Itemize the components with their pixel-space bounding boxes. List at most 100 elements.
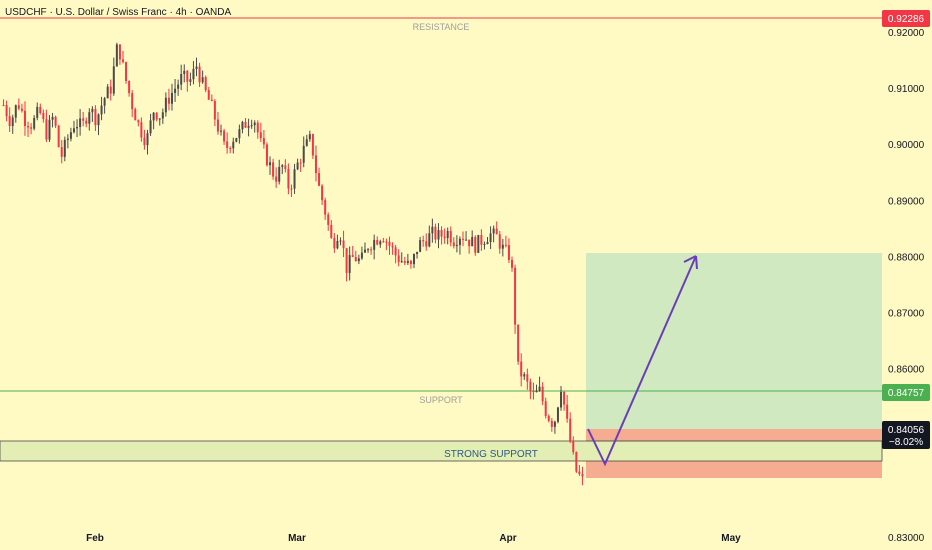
strong-support-label: STRONG SUPPORT — [444, 449, 538, 460]
candle-body — [171, 93, 173, 104]
current-change-text: −8.02% — [889, 437, 923, 448]
candle-body — [297, 163, 299, 170]
candle-body — [42, 113, 44, 119]
candle-body — [223, 131, 225, 142]
candle-body — [272, 162, 274, 176]
candle-body — [254, 123, 256, 126]
candle-body — [508, 245, 510, 260]
candle-body — [192, 69, 194, 79]
candle-body — [217, 120, 219, 132]
candle-body — [211, 100, 213, 101]
candle-body — [364, 250, 366, 253]
candle-body — [251, 125, 253, 126]
candle-body — [12, 118, 14, 126]
candle-body — [487, 242, 489, 244]
candle-body — [189, 79, 191, 82]
candle-body — [499, 234, 501, 248]
candle-body — [502, 245, 504, 249]
candle-body — [177, 85, 179, 89]
candle-body — [6, 105, 8, 116]
candle-body — [159, 118, 161, 119]
candle-body — [67, 139, 69, 140]
candle-body — [82, 118, 84, 120]
support-price-tag-text: 0.84757 — [888, 388, 925, 399]
candle-body — [85, 121, 87, 124]
candle-body — [370, 249, 372, 250]
candle-body — [137, 120, 139, 122]
candle-body — [208, 90, 210, 100]
candle-body — [91, 109, 93, 112]
candle-body — [186, 71, 188, 82]
candle-body — [545, 401, 547, 416]
price-tick-6: 0.86000 — [888, 365, 925, 376]
candle-body — [257, 123, 259, 133]
candle-body — [284, 165, 286, 169]
candle-body — [496, 229, 498, 235]
candle-body — [58, 126, 60, 147]
candle-body — [404, 261, 406, 263]
candle-body — [36, 107, 38, 118]
candle-body — [444, 237, 446, 238]
candle-body — [306, 139, 308, 146]
candle-body — [569, 419, 571, 442]
candle-body — [232, 142, 234, 149]
current-price-tag-text: 0.84056 — [888, 425, 925, 436]
candle-body — [196, 67, 198, 69]
candle-body — [343, 241, 345, 249]
candle-body — [536, 391, 538, 392]
candle-body — [456, 245, 458, 246]
price-tick-2: 0.90000 — [888, 140, 925, 151]
candle-body — [134, 109, 136, 120]
candle-body — [238, 129, 240, 138]
candle-body — [45, 119, 47, 140]
candle-body — [128, 81, 130, 93]
candle-body — [441, 230, 443, 237]
chart-title: USDCHF · U.S. Dollar / Swiss Franc · 4h … — [5, 7, 231, 18]
candle-body — [327, 215, 329, 225]
candle-body — [287, 169, 289, 188]
candle-body — [147, 133, 149, 145]
candle-body — [532, 391, 534, 392]
candle-body — [180, 74, 182, 85]
candle-body — [202, 77, 204, 82]
candle-body — [321, 186, 323, 200]
candle-body — [110, 87, 112, 94]
candle-body — [9, 116, 11, 126]
candle-body — [453, 242, 455, 246]
candle-body — [422, 240, 424, 241]
candle-body — [401, 261, 403, 262]
candle-body — [468, 240, 470, 247]
price-tick-5: 0.87000 — [888, 309, 925, 320]
price-tick-3: 0.89000 — [888, 196, 925, 207]
candle-body — [220, 131, 222, 132]
candle-body — [214, 101, 216, 120]
candle-body — [529, 382, 531, 391]
candle-body — [278, 167, 280, 182]
candle-body — [379, 241, 381, 244]
candle-body — [294, 169, 296, 188]
candle-body — [416, 252, 418, 254]
candle-body — [425, 241, 427, 246]
candle-body — [168, 98, 170, 104]
candle-body — [79, 118, 81, 127]
candle-body — [61, 147, 63, 157]
candle-body — [333, 238, 335, 248]
candle-body — [336, 241, 338, 248]
candle-body — [245, 122, 247, 128]
candle-body — [241, 122, 243, 129]
candle-body — [413, 254, 415, 264]
candle-body — [165, 98, 167, 113]
candle-body — [407, 261, 409, 263]
candle-body — [572, 442, 574, 452]
time-tick-feb: Feb — [86, 533, 104, 544]
candle-body — [33, 118, 35, 129]
candle-body — [48, 120, 50, 140]
candle-body — [474, 237, 476, 253]
candle-body — [15, 105, 17, 117]
candle-body — [30, 127, 32, 128]
candle-body — [27, 126, 29, 127]
candle-body — [480, 235, 482, 245]
candle-body — [303, 146, 305, 163]
candle-body — [465, 240, 467, 241]
